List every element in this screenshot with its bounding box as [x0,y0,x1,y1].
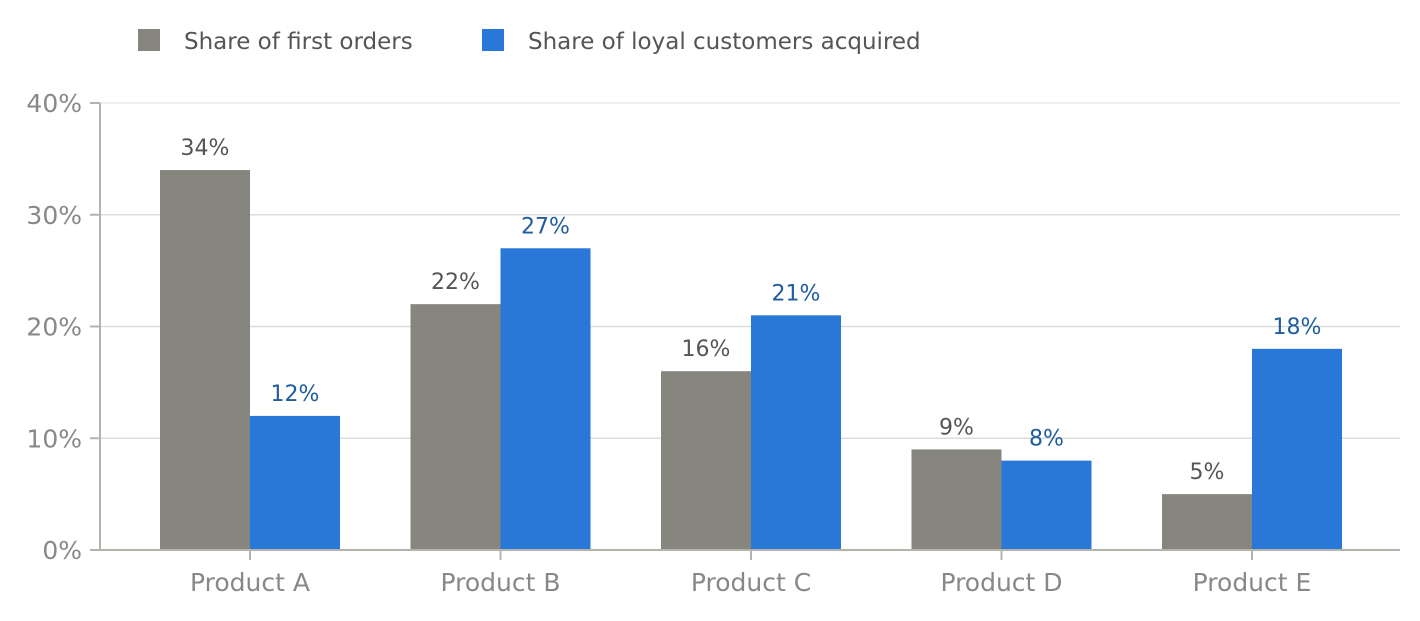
bars [160,170,1342,551]
value-label-loyal-customers-1: 27% [521,214,570,239]
bar-loyal-customers-4 [1252,348,1342,550]
x-tick-label-2: Product C [691,568,811,597]
value-label-first-orders-2: 16% [682,337,731,362]
bar-first-orders-4 [1162,494,1252,550]
x-tick-label-3: Product D [940,568,1062,597]
axes: 0% 10% 20% 30% 40% Product A Product B Product … [26,89,1400,597]
x-tick-label-1: Product B [440,568,560,597]
bar-first-orders-1 [410,304,501,550]
labels: 34% 12% 22% 27% 16% 21% 9% 8% 5% 18% [181,136,1322,485]
value-label-first-orders-4: 5% [1190,460,1225,485]
value-label-loyal-customers-3: 8% [1029,427,1064,452]
legend-label-loyal-customers: Share of loyal customers acquired [528,29,921,55]
y-tick-label-10: 10% [26,424,82,453]
y-tick-label-30: 30% [26,201,82,230]
legend-label-first-orders: Share of first orders [184,29,413,55]
value-label-loyal-customers-2: 21% [772,281,821,306]
bar-loyal-customers-1 [500,248,591,550]
x-tick-label-0: Product A [190,568,310,597]
bar-first-orders-0 [160,170,250,551]
value-label-first-orders-1: 22% [431,270,480,295]
value-label-loyal-customers-0: 12% [271,382,320,407]
y-tick-label-40: 40% [26,89,82,118]
bar-first-orders-3 [911,449,1002,550]
x-tick-label-4: Product E [1193,568,1312,597]
legend: Share of first orders Share of loyal cus… [138,29,921,55]
bar-loyal-customers-3 [1001,460,1092,550]
bar-loyal-customers-2 [751,315,841,550]
bar-loyal-customers-0 [250,415,340,550]
bar-first-orders-2 [661,371,751,550]
y-tick-label-0: 0% [42,536,82,565]
y-tick-label-20: 20% [26,313,82,342]
value-label-loyal-customers-4: 18% [1273,315,1322,340]
value-label-first-orders-0: 34% [181,136,230,161]
value-label-first-orders-3: 9% [939,415,974,440]
legend-swatch-loyal-customers [482,29,504,51]
legend-swatch-first-orders [138,29,160,51]
